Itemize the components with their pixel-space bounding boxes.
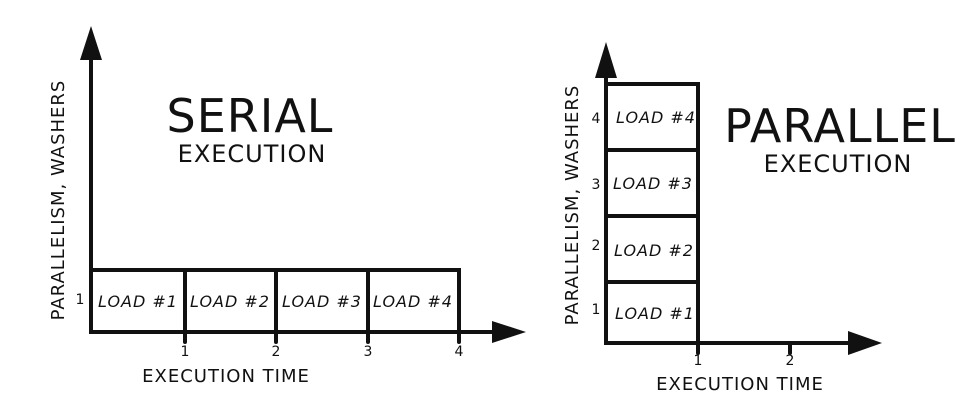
parallel-x-axis-arrowhead (848, 331, 882, 355)
parallel-diagram: LOAD #4 LOAD #3 LOAD #2 LOAD #1 4 3 2 1 … (562, 42, 956, 395)
parallel-y-tick-1: 1 (592, 302, 601, 318)
parallel-title: PARALLEL (724, 99, 956, 153)
parallel-y-tick-2: 2 (592, 238, 601, 254)
parallel-x-tick-2: 2 (786, 353, 795, 369)
serial-title: SERIAL (167, 89, 334, 143)
parallel-load-box-1 (604, 280, 700, 345)
parallel-load-label-2: LOAD #2 (614, 241, 694, 260)
serial-x-tick-2: 2 (272, 344, 281, 360)
serial-x-tick-3: 3 (364, 344, 373, 360)
parallel-y-axis-arrowhead (595, 42, 617, 78)
serial-x-tick-1: 1 (181, 344, 190, 360)
serial-x-axis-arrowhead (492, 321, 526, 343)
parallel-load-label-4: LOAD #4 (616, 108, 696, 127)
parallel-y-tick-3: 3 (592, 177, 601, 193)
serial-load-label-3: LOAD #3 (282, 292, 362, 311)
parallel-x-axis-label: EXECUTION TIME (656, 374, 824, 395)
serial-load-label-4: LOAD #4 (373, 292, 453, 311)
serial-y-axis-label: PARALLELISM, WASHERS (48, 80, 69, 321)
serial-x-tick-4: 4 (455, 344, 464, 360)
serial-load-box-4 (366, 268, 461, 334)
parallel-y-tick-4: 4 (592, 111, 601, 127)
serial-diagram: LOAD #1 LOAD #2 LOAD #3 LOAD #4 1 2 3 4 … (48, 26, 526, 387)
parallel-load-label-3: LOAD #3 (613, 174, 693, 193)
serial-subtitle: EXECUTION (178, 140, 327, 168)
serial-y-axis-arrowhead (80, 26, 102, 60)
parallel-y-axis-label: PARALLELISM, WASHERS (562, 85, 583, 326)
serial-load-label-1: LOAD #1 (98, 292, 178, 311)
serial-y-tick-1: 1 (76, 292, 85, 308)
serial-x-axis-label: EXECUTION TIME (142, 366, 310, 387)
parallel-x-tick-1: 1 (694, 353, 703, 369)
parallel-load-label-1: LOAD #1 (615, 304, 695, 323)
parallel-subtitle: EXECUTION (764, 150, 913, 178)
serial-load-label-2: LOAD #2 (190, 292, 270, 311)
